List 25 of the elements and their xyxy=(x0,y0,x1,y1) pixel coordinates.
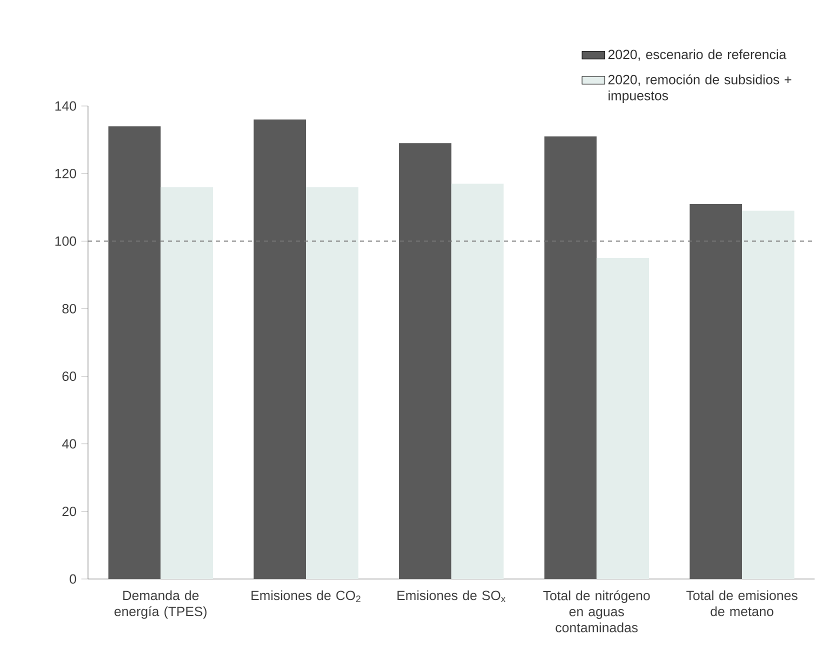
bar xyxy=(742,210,794,579)
bar xyxy=(306,187,358,579)
y-tick-label: 120 xyxy=(55,168,76,178)
legend-label: 2020, remoción de subsidios + impuestos xyxy=(608,74,792,103)
x-tick-label: Demanda de energía (TPES) xyxy=(114,590,207,619)
y-tick-label: 0 xyxy=(70,574,76,584)
bar xyxy=(108,126,161,579)
y-tick-label: 100 xyxy=(55,236,76,246)
x-tick-label: Emisiones de SO$_{x}$ xyxy=(398,590,506,602)
bar xyxy=(544,136,597,579)
bar xyxy=(690,204,742,579)
bar xyxy=(596,258,649,579)
y-tick-label: 40 xyxy=(62,439,76,449)
legend-label: 2020, escenario de referencia xyxy=(608,49,786,61)
bar xyxy=(399,143,452,579)
bar xyxy=(160,187,213,579)
y-tick-label: 140 xyxy=(55,101,76,111)
bar xyxy=(451,184,504,579)
y-tick-label: 60 xyxy=(62,372,76,381)
y-tick-label: 20 xyxy=(62,506,76,516)
x-tick-label: Emisiones de CO$_{2}$ xyxy=(252,590,360,602)
x-tick-label: Total de nitrógeno en aguas contaminadas xyxy=(543,590,650,632)
y-tick-label: 80 xyxy=(62,304,76,314)
bar xyxy=(254,120,306,579)
x-tick-label: Total de emisiones de metano xyxy=(686,590,798,616)
